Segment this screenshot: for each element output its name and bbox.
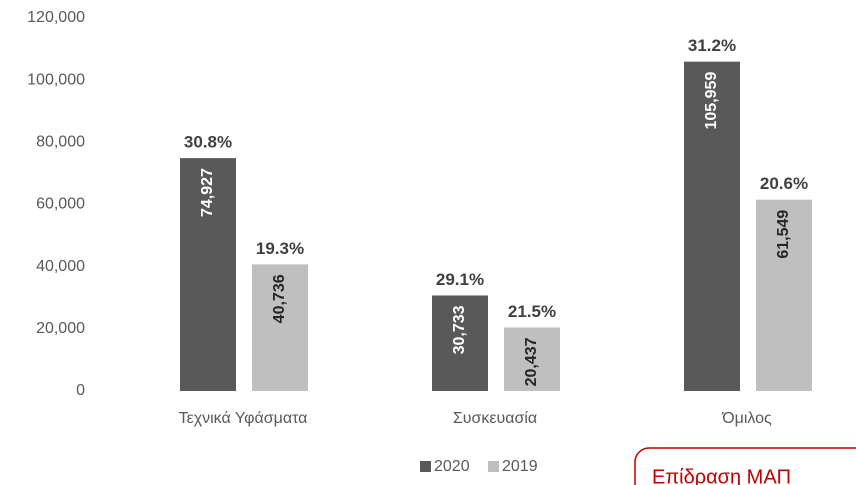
bar [180, 158, 236, 391]
bar [504, 327, 560, 391]
percent-label: 21.5% [508, 302, 556, 321]
y-tick-label: 80,000 [36, 134, 85, 151]
legend-swatch [488, 461, 499, 472]
bar [432, 295, 488, 391]
value-label: 61,549 [775, 210, 792, 259]
value-label: 30,733 [451, 305, 468, 354]
percent-label: 19.3% [256, 239, 304, 258]
bar [756, 199, 812, 391]
bar [684, 61, 740, 392]
y-tick-label: 100,000 [27, 71, 85, 88]
percent-label: 29.1% [436, 270, 484, 289]
x-tick-label: Συσκευασία [453, 410, 537, 427]
y-tick-label: 40,000 [36, 258, 85, 275]
y-tick-label: 0 [76, 382, 85, 399]
x-tick-label: Όμιλος [721, 410, 772, 427]
value-label: 105,959 [703, 72, 720, 130]
percent-label: 30.8% [184, 133, 232, 152]
y-tick-label: 120,000 [27, 9, 85, 26]
callout-text: Επίδραση ΜΑΠ [652, 466, 791, 485]
value-label: 74,927 [199, 168, 216, 217]
percent-label: 20.6% [760, 174, 808, 193]
percent-label: 31.2% [688, 36, 736, 55]
legend-label: 2019 [502, 458, 538, 475]
legend-label: 2020 [434, 458, 470, 475]
y-tick-label: 20,000 [36, 320, 85, 337]
legend-swatch [420, 461, 431, 472]
y-tick-label: 60,000 [36, 196, 85, 213]
x-tick-label: Τεχνικά Υφάσματα [179, 410, 308, 427]
value-label: 40,736 [271, 274, 288, 323]
callout-box [634, 447, 856, 485]
value-label: 20,437 [523, 337, 540, 386]
bar [252, 264, 308, 391]
